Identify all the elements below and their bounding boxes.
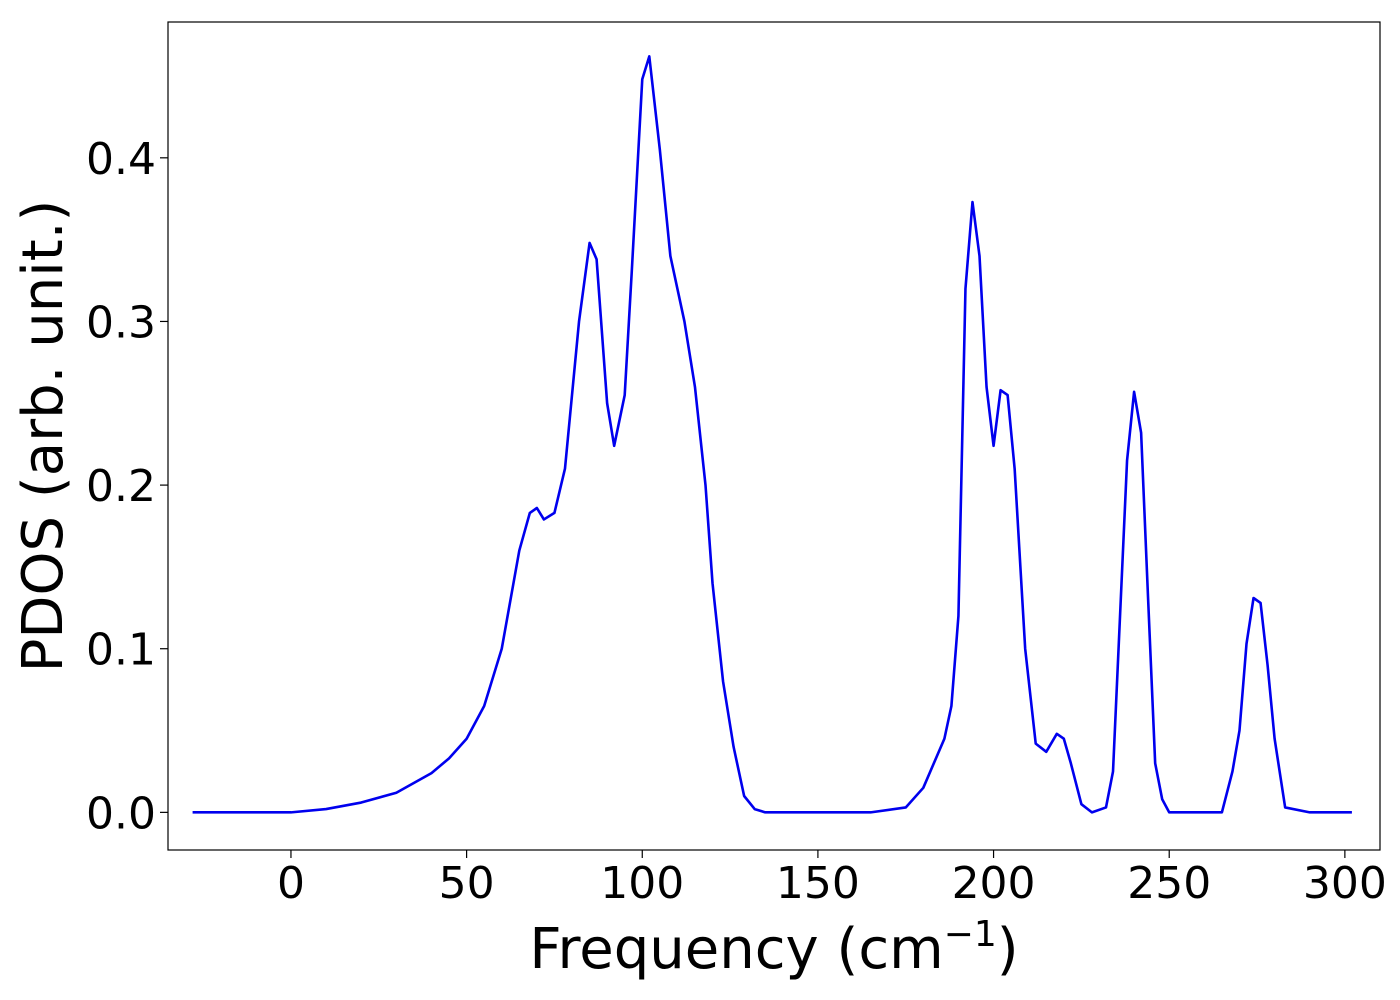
x-tick-label: 100 [600,858,684,909]
y-ticks: 0.0 0.1 0.2 0.3 0.4 [86,134,168,839]
x-axis-title-superscript: −1 [944,914,997,955]
x-tick-label: 250 [1127,858,1211,909]
x-tick-label: 50 [439,858,495,909]
series-layer [192,55,1352,814]
x-axis-title: Frequency (cm−1) [529,914,1018,982]
x-tick-label: 150 [776,858,860,909]
y-tick-label: 0.3 [86,297,156,348]
x-ticks: 0 50 100 150 200 250 300 [277,850,1387,909]
x-tick-label: 300 [1303,858,1387,909]
y-tick-label: 0.2 [86,461,156,512]
plot-area-frame [167,21,1381,851]
x-tick-label: 0 [277,858,305,909]
y-tick-label: 0.0 [86,788,156,839]
series-line [192,55,1352,814]
x-axis-title-main: Frequency (cm [529,917,943,982]
x-tick-label: 200 [952,858,1036,909]
x-axis-title-close: ) [997,917,1019,982]
y-axis-title: PDOS (arb. unit.) [11,200,76,673]
y-tick-label: 0.4 [86,134,156,185]
y-tick-label: 0.1 [86,625,156,676]
